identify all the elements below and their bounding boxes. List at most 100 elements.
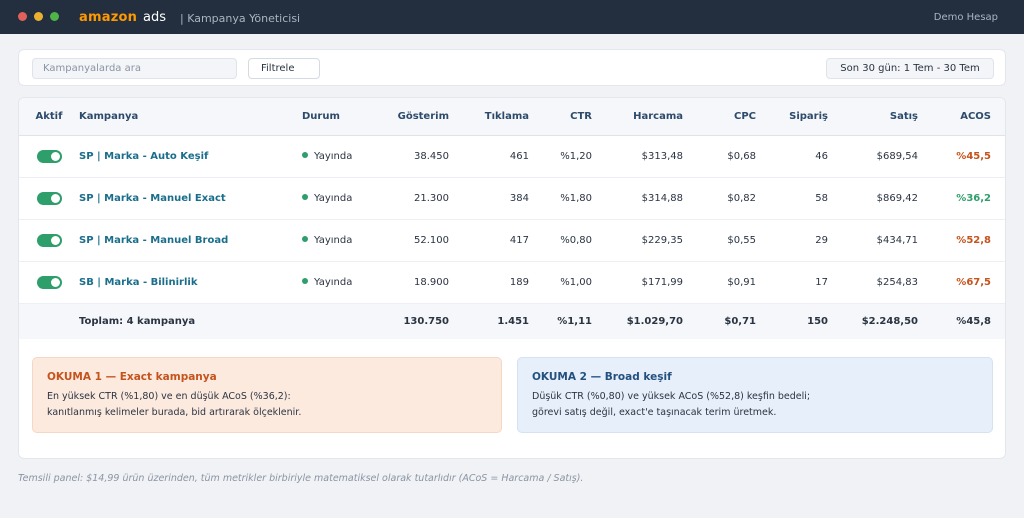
minimize-window-icon[interactable] xyxy=(34,12,43,21)
toggle-knob xyxy=(50,151,60,161)
table-header-row: Aktif Kampanya Durum Gösterim Tıklama CT… xyxy=(19,98,1005,136)
clicks-value: 189 xyxy=(449,261,529,304)
orders-value: 58 xyxy=(756,177,828,220)
maximize-window-icon[interactable] xyxy=(50,12,59,21)
total-label: Toplam: 4 kampanya xyxy=(79,303,292,339)
insight-card-broad: OKUMA 2 — Broad keşif Düşük CTR (%0,80) … xyxy=(517,357,993,433)
acos-value: %67,5 xyxy=(918,261,1005,304)
campaign-name-link[interactable]: SP | Marka - Auto Keşif xyxy=(79,135,292,178)
sales-value: $434,71 xyxy=(828,219,918,262)
total-orders: 150 xyxy=(756,303,828,339)
total-spend: $1.029,70 xyxy=(592,303,683,339)
col-header-active[interactable]: Aktif xyxy=(19,98,79,136)
acos-value: %36,2 xyxy=(918,177,1005,220)
campaign-name[interactable]: SB | Marka - Bilinirlik xyxy=(79,276,198,288)
table-row: SP | Marka - Auto Keşif Yayında 38.450 4… xyxy=(19,135,1005,178)
cpc-value: $0,82 xyxy=(683,177,756,220)
impressions-value: 38.450 xyxy=(367,135,449,178)
col-header-spend[interactable]: Harcama xyxy=(592,98,683,136)
col-header-ctr[interactable]: CTR xyxy=(529,98,592,136)
cpc-value: $0,68 xyxy=(683,135,756,178)
insight-title: OKUMA 1 — Exact kampanya xyxy=(47,371,217,383)
table-row: SP | Marka - Manuel Exact Yayında 21.300… xyxy=(19,177,1005,220)
total-cpc: $0,71 xyxy=(683,303,756,339)
col-header-orders[interactable]: Sipariş xyxy=(756,98,828,136)
ctr-value: %1,20 xyxy=(529,135,592,178)
toggle-knob xyxy=(50,277,60,287)
table-row: SP | Marka - Manuel Broad Yayında 52.100… xyxy=(19,219,1005,262)
status-cell: Yayında xyxy=(292,135,367,178)
status-dot-icon xyxy=(302,193,308,200)
acos-value: %45,5 xyxy=(918,135,1005,178)
total-acos: %45,8 xyxy=(918,303,1005,339)
col-header-campaign[interactable]: Kampanya xyxy=(79,98,292,136)
ctr-value: %1,00 xyxy=(529,261,592,304)
col-header-sales[interactable]: Satış xyxy=(828,98,918,136)
insight-text-line: kanıtlanmış kelimeler burada, bid artıra… xyxy=(47,407,302,418)
date-range-picker[interactable]: Son 30 gün: 1 Tem - 30 Tem xyxy=(826,58,994,79)
clicks-value: 417 xyxy=(449,219,529,262)
campaign-name-link[interactable]: SP | Marka - Manuel Exact xyxy=(79,177,292,220)
campaign-name[interactable]: SP | Marka - Manuel Broad xyxy=(79,234,229,246)
insight-text-line: görevi satış değil, exact'e taşınacak te… xyxy=(532,407,777,418)
insight-text-line: En yüksek CTR (%1,80) ve en düşük ACoS (… xyxy=(47,391,291,402)
campaign-search-input[interactable] xyxy=(32,58,237,79)
total-clicks: 1.451 xyxy=(449,303,529,339)
spend-value: $314,88 xyxy=(592,177,683,220)
active-toggle[interactable] xyxy=(36,233,62,247)
total-sales: $2.248,50 xyxy=(828,303,918,339)
impressions-value: 52.100 xyxy=(367,219,449,262)
campaign-name[interactable]: SP | Marka - Manuel Exact xyxy=(79,192,226,204)
col-header-cpc[interactable]: CPC xyxy=(683,98,756,136)
spend-value: $313,48 xyxy=(592,135,683,178)
orders-value: 29 xyxy=(756,219,828,262)
col-header-status[interactable]: Durum xyxy=(292,98,367,136)
active-toggle[interactable] xyxy=(36,275,62,289)
active-cell xyxy=(19,177,79,220)
app-title: | Kampanya Yöneticisi xyxy=(180,12,301,25)
insight-text-line: Düşük CTR (%0,80) ve yüksek ACoS (%52,8)… xyxy=(532,391,811,402)
toggle-knob xyxy=(50,235,60,245)
col-header-clicks[interactable]: Tıklama xyxy=(449,98,529,136)
cpc-value: $0,91 xyxy=(683,261,756,304)
ctr-value: %1,80 xyxy=(529,177,592,220)
campaign-name[interactable]: SP | Marka - Auto Keşif xyxy=(79,150,209,162)
campaign-panel: Aktif Kampanya Durum Gösterim Tıklama CT… xyxy=(18,97,1006,459)
brand-suffix: ads xyxy=(143,10,166,25)
status-cell: Yayında xyxy=(292,261,367,304)
status-cell: Yayında xyxy=(292,219,367,262)
campaign-name-link[interactable]: SB | Marka - Bilinirlik xyxy=(79,261,292,304)
status-cell: Yayında xyxy=(292,177,367,220)
filter-button[interactable]: Filtrele xyxy=(248,58,320,79)
active-cell xyxy=(19,135,79,178)
table-total-row: Toplam: 4 kampanya 130.750 1.451 %1,11 $… xyxy=(19,303,1005,339)
active-cell xyxy=(19,261,79,304)
impressions-value: 21.300 xyxy=(367,177,449,220)
toolbar: Filtrele Son 30 gün: 1 Tem - 30 Tem xyxy=(18,49,1006,86)
status-label: Yayında xyxy=(314,234,353,246)
clicks-value: 461 xyxy=(449,135,529,178)
table-row: SB | Marka - Bilinirlik Yayında 18.900 1… xyxy=(19,261,1005,304)
clicks-value: 384 xyxy=(449,177,529,220)
total-impressions: 130.750 xyxy=(367,303,449,339)
cpc-value: $0,55 xyxy=(683,219,756,262)
sales-value: $869,42 xyxy=(828,177,918,220)
ctr-value: %0,80 xyxy=(529,219,592,262)
insight-card-exact: OKUMA 1 — Exact kampanya En yüksek CTR (… xyxy=(32,357,502,433)
col-header-impressions[interactable]: Gösterim xyxy=(367,98,449,136)
active-toggle[interactable] xyxy=(36,149,62,163)
account-menu[interactable]: Demo Hesap xyxy=(933,12,998,23)
status-dot-icon xyxy=(302,151,308,158)
active-toggle[interactable] xyxy=(36,191,62,205)
status-label: Yayında xyxy=(314,276,353,288)
col-header-acos[interactable]: ACOS xyxy=(918,98,1005,136)
close-window-icon[interactable] xyxy=(18,12,27,21)
campaign-name-link[interactable]: SP | Marka - Manuel Broad xyxy=(79,219,292,262)
insight-title: OKUMA 2 — Broad keşif xyxy=(532,371,672,383)
status-label: Yayında xyxy=(314,150,353,162)
total-empty-cell xyxy=(19,303,79,339)
toggle-knob xyxy=(50,193,60,203)
orders-value: 46 xyxy=(756,135,828,178)
status-label: Yayında xyxy=(314,192,353,204)
total-status-cell xyxy=(292,303,367,339)
